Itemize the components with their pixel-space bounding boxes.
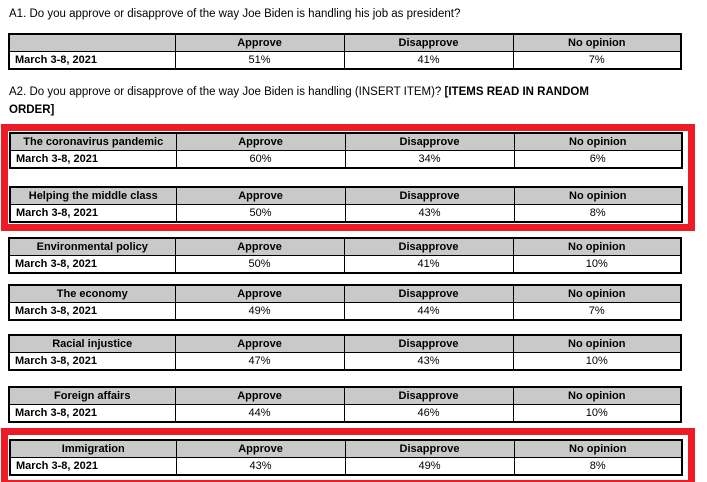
value-approve: 50% bbox=[175, 204, 346, 223]
date-cell: March 3-8, 2021 bbox=[9, 457, 177, 476]
question-a2-text: A2. Do you approve or disapprove of the … bbox=[9, 86, 445, 98]
header-approve: Approve bbox=[174, 334, 345, 353]
topic-cell: The coronavirus pandemic bbox=[9, 132, 177, 151]
table-header-row: Immigration Approve Disapprove No opinio… bbox=[9, 439, 683, 458]
header-disapprove: Disapprove bbox=[343, 237, 514, 256]
value-approve: 43% bbox=[175, 457, 346, 476]
topic-cell: The economy bbox=[8, 284, 176, 303]
table-immigration: Immigration Approve Disapprove No opinio… bbox=[9, 439, 683, 476]
value-disapprove: 34% bbox=[344, 150, 515, 169]
table-header-row: The economy Approve Disapprove No opinio… bbox=[8, 284, 682, 303]
value-approve: 49% bbox=[174, 302, 345, 321]
topic-cell: Helping the middle class bbox=[9, 186, 177, 205]
table-overall-job: Approve Disapprove No opinion March 3-8,… bbox=[8, 33, 682, 70]
header-disapprove: Disapprove bbox=[344, 439, 515, 458]
table-data-row: March 3-8, 2021 43% 49% 8% bbox=[9, 457, 683, 476]
value-disapprove: 41% bbox=[343, 255, 514, 274]
header-no-opinion: No opinion bbox=[512, 237, 682, 256]
question-a2-bold-text: [ITEMS READ IN RANDOM ORDER] bbox=[9, 86, 589, 116]
table-header-row: The coronavirus pandemic Approve Disappr… bbox=[9, 132, 683, 151]
header-approve: Approve bbox=[174, 284, 345, 303]
topic-cell: Environmental policy bbox=[8, 237, 176, 256]
table-data-row: March 3-8, 2021 50% 41% 10% bbox=[8, 255, 682, 274]
value-no-opinion: 7% bbox=[512, 51, 682, 70]
header-no-opinion: No opinion bbox=[513, 132, 683, 151]
table-data-row: March 3-8, 2021 47% 43% 10% bbox=[8, 352, 682, 371]
header-no-opinion: No opinion bbox=[512, 334, 682, 353]
table-economy: The economy Approve Disapprove No opinio… bbox=[8, 284, 682, 321]
header-disapprove: Disapprove bbox=[343, 284, 514, 303]
date-cell: March 3-8, 2021 bbox=[8, 404, 176, 423]
table-data-row: March 3-8, 2021 44% 46% 10% bbox=[8, 404, 682, 423]
header-no-opinion: No opinion bbox=[512, 33, 682, 52]
value-disapprove: 41% bbox=[343, 51, 514, 70]
header-disapprove: Disapprove bbox=[343, 334, 514, 353]
value-disapprove: 43% bbox=[344, 204, 515, 223]
header-approve: Approve bbox=[175, 439, 346, 458]
table-header-row: Foreign affairs Approve Disapprove No op… bbox=[8, 386, 682, 405]
value-no-opinion: 10% bbox=[512, 255, 682, 274]
date-cell: March 3-8, 2021 bbox=[8, 51, 176, 70]
table-coronavirus-pandemic: The coronavirus pandemic Approve Disappr… bbox=[9, 132, 683, 169]
value-no-opinion: 8% bbox=[513, 204, 683, 223]
header-approve: Approve bbox=[175, 186, 346, 205]
header-disapprove: Disapprove bbox=[344, 132, 515, 151]
header-approve: Approve bbox=[174, 386, 345, 405]
topic-cell: Immigration bbox=[9, 439, 177, 458]
table-header-row: Environmental policy Approve Disapprove … bbox=[8, 237, 682, 256]
table-data-row: March 3-8, 2021 49% 44% 7% bbox=[8, 302, 682, 321]
topic-cell: Racial injustice bbox=[8, 334, 176, 353]
value-no-opinion: 6% bbox=[513, 150, 683, 169]
header-approve: Approve bbox=[174, 237, 345, 256]
date-cell: March 3-8, 2021 bbox=[8, 255, 176, 274]
header-disapprove: Disapprove bbox=[343, 33, 514, 52]
header-approve: Approve bbox=[175, 132, 346, 151]
date-cell: March 3-8, 2021 bbox=[8, 352, 176, 371]
value-disapprove: 46% bbox=[343, 404, 514, 423]
table-foreign-affairs: Foreign affairs Approve Disapprove No op… bbox=[8, 386, 682, 423]
header-no-opinion: No opinion bbox=[512, 284, 682, 303]
question-a2: A2. Do you approve or disapprove of the … bbox=[0, 83, 630, 119]
value-approve: 47% bbox=[174, 352, 345, 371]
value-approve: 51% bbox=[174, 51, 345, 70]
table-data-row: March 3-8, 2021 60% 34% 6% bbox=[9, 150, 683, 169]
header-no-opinion: No opinion bbox=[513, 186, 683, 205]
highlight-box-top: The coronavirus pandemic Approve Disappr… bbox=[1, 124, 695, 231]
question-a1-text: A1. Do you approve or disapprove of the … bbox=[9, 8, 461, 20]
header-disapprove: Disapprove bbox=[343, 386, 514, 405]
question-a1: A1. Do you approve or disapprove of the … bbox=[0, 7, 707, 21]
table-middle-class: Helping the middle class Approve Disappr… bbox=[9, 186, 683, 223]
table-racial-injustice: Racial injustice Approve Disapprove No o… bbox=[8, 334, 682, 371]
value-disapprove: 43% bbox=[343, 352, 514, 371]
table-header-row: Approve Disapprove No opinion bbox=[8, 33, 682, 52]
date-cell: March 3-8, 2021 bbox=[9, 204, 177, 223]
date-cell: March 3-8, 2021 bbox=[8, 302, 176, 321]
value-approve: 44% bbox=[174, 404, 345, 423]
table-header-row: Racial injustice Approve Disapprove No o… bbox=[8, 334, 682, 353]
value-disapprove: 44% bbox=[343, 302, 514, 321]
date-cell: March 3-8, 2021 bbox=[9, 150, 177, 169]
table-data-row: March 3-8, 2021 50% 43% 8% bbox=[9, 204, 683, 223]
value-disapprove: 49% bbox=[344, 457, 515, 476]
header-disapprove: Disapprove bbox=[344, 186, 515, 205]
value-no-opinion: 10% bbox=[512, 404, 682, 423]
value-approve: 60% bbox=[175, 150, 346, 169]
table-data-row: March 3-8, 2021 51% 41% 7% bbox=[8, 51, 682, 70]
highlight-box-immigration: Immigration Approve Disapprove No opinio… bbox=[1, 428, 695, 482]
table-environmental-policy: Environmental policy Approve Disapprove … bbox=[8, 237, 682, 274]
table-spacer bbox=[8, 169, 688, 186]
value-no-opinion: 10% bbox=[512, 352, 682, 371]
header-no-opinion: No opinion bbox=[513, 439, 683, 458]
table-header-row: Helping the middle class Approve Disappr… bbox=[9, 186, 683, 205]
value-no-opinion: 7% bbox=[512, 302, 682, 321]
header-approve: Approve bbox=[174, 33, 345, 52]
topic-cell: Foreign affairs bbox=[8, 386, 176, 405]
header-no-opinion: No opinion bbox=[512, 386, 682, 405]
value-approve: 50% bbox=[174, 255, 345, 274]
value-no-opinion: 8% bbox=[513, 457, 683, 476]
topic-cell bbox=[8, 33, 176, 52]
